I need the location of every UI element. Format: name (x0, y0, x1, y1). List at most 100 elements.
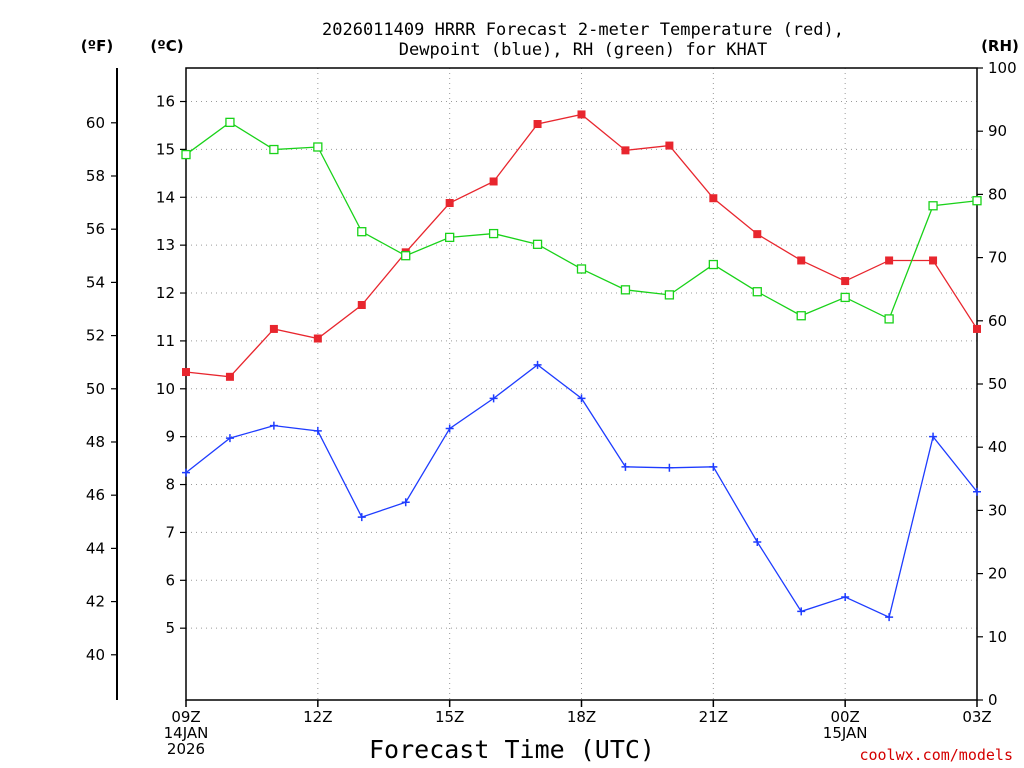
dewpoint-point (665, 463, 674, 472)
rh-tick-label: 90 (988, 122, 1007, 140)
dewpoint-point (182, 468, 190, 477)
rh-point (488, 228, 499, 239)
temperature-point (885, 256, 894, 265)
rh-point (225, 117, 235, 128)
dewpoint-point (709, 462, 718, 471)
rh-point (972, 196, 982, 206)
celsius-tick-label: 12 (156, 284, 175, 302)
series-rh (181, 117, 982, 324)
temperature-point (357, 301, 366, 309)
rh-tick-label: 50 (988, 375, 1007, 393)
dewpoint-point (621, 462, 630, 471)
temperature-point (489, 177, 498, 186)
x-tick-label: 15JAN (823, 724, 868, 742)
temperature-point (709, 194, 718, 203)
temperature-point (973, 324, 981, 333)
rh-tick-label: 30 (988, 501, 1007, 519)
temperature-point (929, 256, 938, 265)
temperature-point (577, 110, 586, 119)
rh-point (884, 314, 894, 324)
rh-point (401, 251, 411, 261)
temperature-point (182, 368, 190, 377)
dewpoint-point (885, 613, 894, 622)
temperature-point (753, 230, 762, 239)
x-tick-label: 21Z (699, 708, 728, 726)
rh-tick-label: 70 (988, 249, 1007, 267)
fahrenheit-tick-label: 48 (86, 433, 105, 451)
dewpoint-point (841, 593, 850, 602)
temperature-point (841, 277, 850, 286)
x-tick-label: 12Z (303, 708, 332, 726)
rh-point (576, 264, 587, 274)
series-dewpoint (182, 360, 981, 622)
chart-title-line1: 2026011409 HRRR Forecast 2-meter Tempera… (322, 20, 844, 40)
rh-point (620, 285, 631, 295)
rh-tick-label: 40 (988, 438, 1007, 456)
rh-point (445, 232, 455, 243)
rh-point (357, 227, 367, 237)
chart-title-line2: Dewpoint (blue), RH (green) for KHAT (399, 40, 767, 60)
fahrenheit-tick-label: 54 (86, 273, 105, 291)
fahrenheit-unit-label: (ºF) (81, 37, 113, 55)
fahrenheit-tick-label: 60 (86, 114, 105, 132)
dewpoint-point (929, 432, 938, 441)
temperature-point (797, 256, 806, 265)
fahrenheit-tick-label: 50 (86, 380, 105, 398)
rh-point (840, 292, 850, 303)
rh-tick-label: 100 (988, 59, 1017, 77)
x-tick-label: 00Z (830, 708, 859, 726)
x-tick-label: 03Z (962, 708, 991, 726)
dewpoint-line (185, 364, 978, 619)
fahrenheit-tick-label: 44 (86, 539, 105, 557)
grid-lines (186, 68, 977, 700)
x-tick-label: 18Z (567, 708, 596, 726)
temperature-point (225, 372, 234, 381)
celsius-tick-label: 9 (165, 428, 175, 446)
rh-point (664, 290, 675, 300)
dewpoint-point (489, 394, 498, 403)
celsius-tick-label: 16 (156, 93, 175, 111)
celsius-tick-label: 7 (165, 523, 175, 541)
dewpoint-point (973, 487, 981, 496)
fahrenheit-tick-label: 58 (86, 167, 105, 185)
x-tick-label: 2026 (167, 740, 205, 758)
dewpoint-point (753, 538, 762, 546)
rh-point (532, 239, 543, 249)
dewpoint-point (225, 434, 234, 443)
dewpoint-point (357, 513, 366, 522)
dewpoint-point (401, 498, 410, 507)
rh-point (796, 311, 806, 321)
celsius-tick-label: 11 (156, 332, 175, 350)
celsius-tick-label: 6 (165, 571, 175, 589)
fahrenheit-tick-label: 52 (86, 327, 105, 345)
temperature-point (313, 334, 322, 343)
rh-point (928, 201, 938, 211)
rh-point (313, 142, 323, 152)
temperature-point (665, 141, 674, 150)
axes (116, 67, 978, 701)
rh-point (752, 287, 762, 297)
dewpoint-point (533, 360, 542, 369)
rh-line (185, 121, 978, 320)
fahrenheit-tick-label: 42 (86, 593, 105, 611)
rh-point (708, 259, 718, 270)
series-temperature (182, 110, 981, 381)
fahrenheit-tick-label: 46 (86, 486, 105, 504)
dewpoint-point (313, 426, 322, 435)
temperature-point (269, 324, 278, 333)
x-tick-label: 15Z (435, 708, 464, 726)
fahrenheit-tick-label: 56 (86, 220, 105, 238)
temperature-point (533, 120, 542, 129)
dewpoint-point (269, 421, 278, 430)
rh-tick-label: 20 (988, 565, 1007, 583)
fahrenheit-tick-label: 40 (86, 646, 105, 664)
x-axis-label: Forecast Time (UTC) (369, 735, 655, 764)
credit-link[interactable]: coolwx.com/models (859, 746, 1013, 764)
celsius-tick-label: 14 (156, 188, 175, 206)
celsius-tick-label: 15 (156, 140, 175, 158)
temperature-point (621, 146, 630, 155)
x-tick-label: 09Z (171, 708, 200, 726)
x-tick-label: 14JAN (164, 724, 209, 742)
